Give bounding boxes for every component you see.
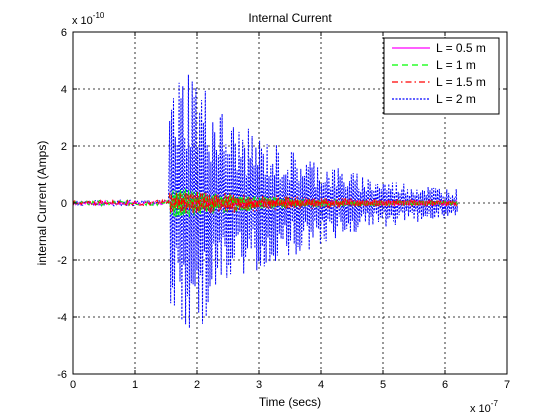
- y-tick-label: 2: [61, 141, 67, 153]
- legend: L = 0.5 m L = 1 m L = 1.5 m L = 2 m: [383, 37, 500, 115]
- y-tick-label: 0: [61, 198, 67, 210]
- x-axis-multiplier: x 10-7: [470, 399, 498, 415]
- y-tick-label: 4: [61, 84, 67, 96]
- x-tick-label: 3: [256, 379, 262, 391]
- x-tick-label: 1: [132, 379, 138, 391]
- y-axis-multiplier: x 10-10: [72, 11, 105, 27]
- y-tick-label: -4: [57, 312, 67, 324]
- legend-label: L = 1 m: [436, 58, 476, 72]
- legend-label: L = 0.5 m: [436, 41, 486, 55]
- axis-ticks: 0 1 2 3 4 5 6 7 -6 -4 -2 0 2 4 6: [57, 27, 510, 391]
- y-axis-label: internal Current (Amps): [35, 141, 49, 266]
- x-tick-label: 0: [70, 379, 76, 391]
- series-line: [72, 188, 458, 218]
- legend-label: L = 1.5 m: [436, 75, 486, 89]
- legend-box: [383, 37, 500, 115]
- x-axis-label: Time (secs): [259, 395, 321, 409]
- x-tick-label: 5: [380, 379, 386, 391]
- y-tick-label: 6: [61, 27, 67, 39]
- x-tick-label: 4: [318, 379, 324, 391]
- x-tick-label: 6: [442, 379, 448, 391]
- chart-title: Internal Current: [248, 11, 332, 25]
- series-lines: [72, 74, 458, 329]
- legend-label: L = 2 m: [436, 92, 476, 106]
- y-tick-label: -6: [57, 369, 67, 381]
- y-tick-label: -2: [57, 255, 67, 267]
- series-line: [72, 191, 458, 215]
- x-tick-label: 2: [194, 379, 200, 391]
- x-tick-label: 7: [504, 379, 510, 391]
